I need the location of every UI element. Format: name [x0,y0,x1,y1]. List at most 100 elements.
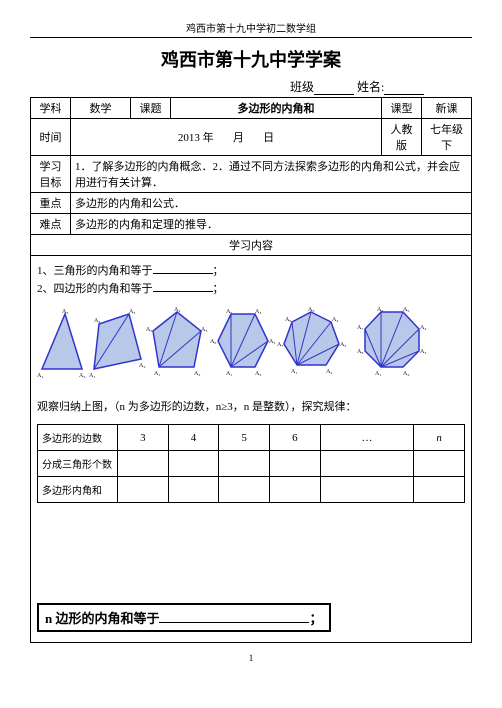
polygon-diagrams: A₃ A₁ A₂ A₄ A₃ A₂ A₁ A₄ A₃ A₂ A₁ A₅ [37,304,465,384]
conclusion-text: n 边形的内角和等于 [45,611,159,626]
row2-h: 分成三角形个数 [38,451,118,477]
conclusion-semi: ； [309,611,322,626]
svg-text:A₂: A₂ [139,363,145,369]
header-rule [30,37,472,38]
r3c5[interactable] [320,477,414,503]
svg-text:A₅: A₅ [403,307,409,313]
svg-text:A₃: A₃ [340,342,346,348]
month: 月 [233,132,244,144]
c3: 3 [118,425,169,451]
q1-text: 1、三角形的内角和等于 [37,265,153,277]
row1-h: 多边形的边数 [38,425,118,451]
data-table: 多边形的边数 3 4 5 6 … n 分成三角形个数 多边形内角和 [37,424,465,503]
goal-v: 1．了解多边形的内角概念．2．通过不同方法探索多边形的内角和公式，并会应用进行有… [71,156,472,193]
r2c5[interactable] [320,451,414,477]
svg-text:A₂: A₂ [255,371,261,377]
svg-text:A₄: A₄ [332,317,338,323]
focus-h: 重点 [31,193,71,214]
type-v: 新课 [422,98,472,119]
observe-text: 观察归纳上图，（n 为多边形的边数，n≥3，n 是整数），探究规律： [37,398,465,414]
svg-text:A₇: A₇ [277,342,283,348]
svg-text:A₃: A₃ [62,309,68,315]
svg-text:A₅: A₅ [146,327,152,333]
q1: 1、三角形的内角和等于 ； [37,262,465,278]
svg-text:A₄: A₄ [255,309,261,315]
svg-text:A₁: A₁ [154,371,160,377]
oct-shape: A₆A₅A₄A₃A₂A₁A₈A₇ [357,307,426,377]
c6: 6 [270,425,321,451]
cn: n [414,425,465,451]
page-title: 鸡西市第十九中学学案 [30,46,472,72]
svg-text:A₄: A₄ [174,307,180,313]
svg-text:A₃: A₃ [129,309,135,315]
hept-shape: A₅ A₄ A₃ A₂ A₁ A₇ A₆ [277,307,346,375]
svg-text:A₆: A₆ [210,339,216,345]
q2-text: 2、四边形的内角和等于 [37,283,153,295]
q2: 2、四边形的内角和等于 ； [37,280,465,296]
svg-text:A₃: A₃ [201,327,207,333]
page-number: 1 [30,653,472,663]
svg-text:A₂: A₂ [326,369,332,375]
day: 日 [263,132,274,144]
version: 人教版 [382,119,422,156]
year: 2013 年 [178,132,214,144]
r2c2[interactable] [168,451,219,477]
name-label: 姓名: [357,80,384,94]
svg-text:A₃: A₃ [420,349,426,355]
quad-shape: A₄ A₃ A₂ A₁ [89,309,145,379]
subject-v: 数学 [71,98,131,119]
svg-text:A₅: A₅ [308,307,314,313]
class-name-row: 班级 姓名: [30,78,472,95]
svg-text:A₁: A₁ [375,371,381,377]
svg-text:A₅: A₅ [226,309,232,315]
q2-blank[interactable] [153,280,213,292]
svg-text:A₁: A₁ [291,369,297,375]
focus-v: 多边形的内角和公式． [71,193,472,214]
q1-semi: ； [213,265,224,277]
hex-shape: A₅ A₄ A₃ A₂ A₁ A₆ [210,309,275,377]
name-blank[interactable] [384,81,424,95]
r2c1[interactable] [118,451,169,477]
q1-blank[interactable] [153,262,213,274]
type-h: 课型 [382,98,422,119]
grade: 七年级下 [422,119,472,156]
svg-text:A₆: A₆ [285,317,291,323]
topic-v: 多边形的内角和 [171,98,382,119]
r3c2[interactable] [168,477,219,503]
r2c3[interactable] [219,451,270,477]
class-label: 班级 [290,80,314,94]
r3c3[interactable] [219,477,270,503]
svg-text:A₂: A₂ [403,371,409,377]
content-header: 学习内容 [31,235,471,256]
r2c6[interactable] [414,451,465,477]
svg-text:A₄: A₄ [94,318,100,324]
triangle-shape: A₃ A₁ A₂ [37,309,85,379]
org-header: 鸡西市第十九中学初二数学组 [30,20,472,35]
svg-text:A₃: A₃ [269,339,275,345]
svg-text:A₇: A₇ [357,325,363,331]
cdots: … [320,425,414,451]
c4: 4 [168,425,219,451]
r3c6[interactable] [414,477,465,503]
r2c4[interactable] [270,451,321,477]
svg-text:A₁: A₁ [89,373,95,379]
time-v: 2013 年 月 日 [71,119,382,156]
conclusion-blank[interactable] [159,609,309,623]
svg-text:A₂: A₂ [79,373,85,379]
info-table: 学科 数学 课题 多边形的内角和 课型 新课 时间 2013 年 月 日 人教版… [30,97,472,235]
svg-text:A₆: A₆ [377,307,383,313]
topic-h: 课题 [131,98,171,119]
svg-text:A₁: A₁ [226,371,232,377]
class-blank[interactable] [314,81,354,95]
q2-semi: ； [213,283,224,295]
goal-h: 学习目标 [31,156,71,193]
r3c4[interactable] [270,477,321,503]
svg-text:A₂: A₂ [194,371,200,377]
svg-text:A₁: A₁ [37,373,43,379]
diff-h: 难点 [31,214,71,235]
row3-h: 多边形内角和 [38,477,118,503]
subject-h: 学科 [31,98,71,119]
svg-text:A₄: A₄ [420,325,426,331]
c5: 5 [219,425,270,451]
r3c1[interactable] [118,477,169,503]
